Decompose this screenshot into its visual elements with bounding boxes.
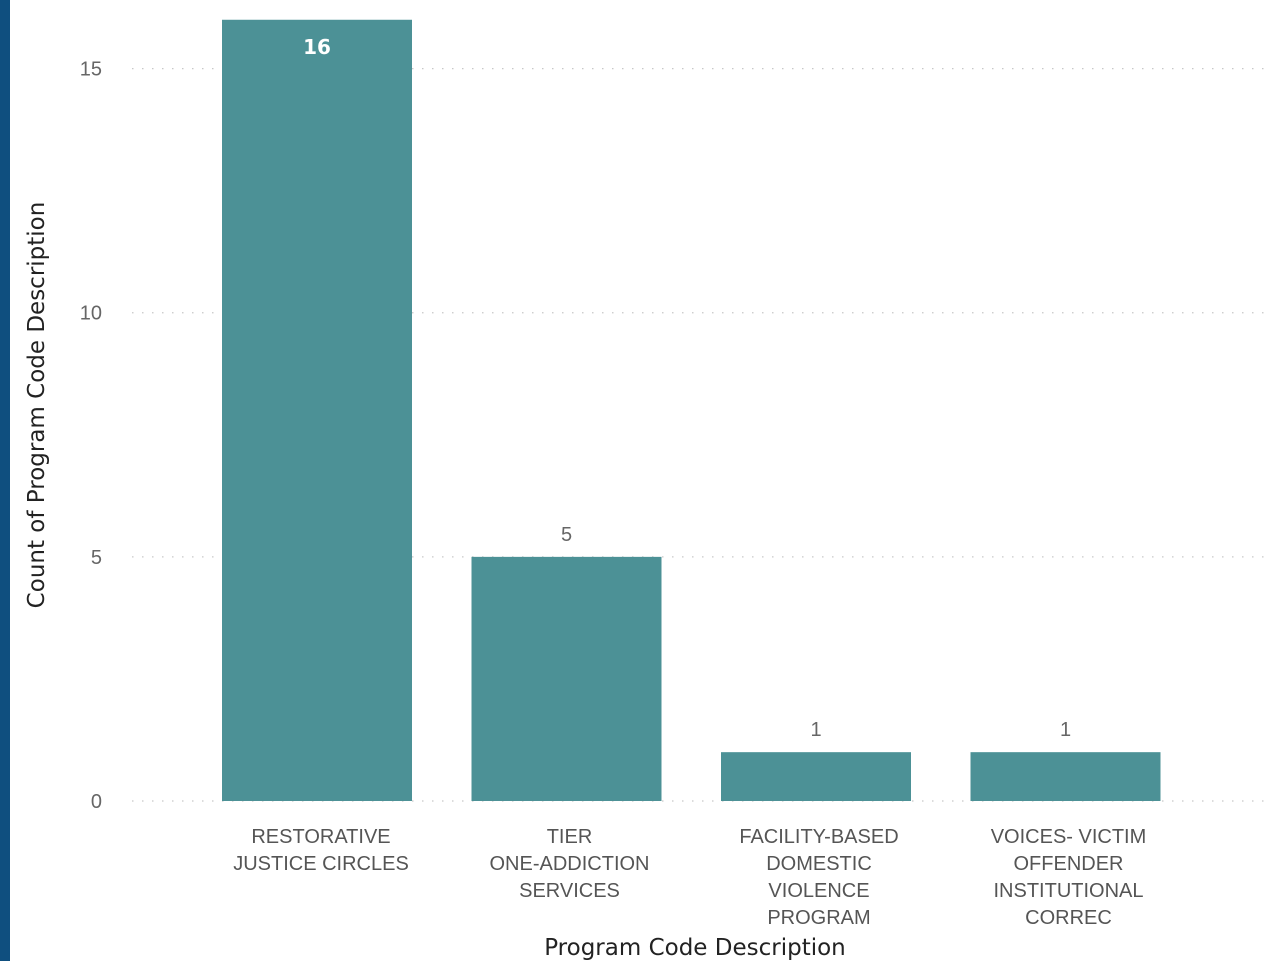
x-axis-title: Program Code Description [544, 935, 846, 961]
bars [222, 19, 1161, 801]
data-label: 1 [1060, 719, 1071, 741]
data-label: 1 [810, 719, 821, 741]
bar[interactable] [970, 752, 1161, 801]
y-tick-label: 15 [80, 59, 102, 81]
bar[interactable] [721, 752, 911, 801]
left-border-accent [0, 0, 10, 961]
y-tick-label: 5 [91, 547, 102, 569]
bar[interactable] [222, 19, 412, 801]
x-axis-categories: RESTORATIVE JUSTICE CIRCLES TIER ONE-ADDICT… [233, 826, 1146, 929]
y-tick-label: 0 [91, 791, 102, 813]
x-category-label: RESTORATIVE JUSTICE CIRCLES [233, 826, 409, 875]
y-axis-ticks: 0 5 10 15 [80, 59, 102, 813]
x-category-label: FACILITY-BASED DOMESTIC VIOLENCE PROGRAM [739, 826, 898, 929]
y-axis-title: Count of Program Code Description [24, 202, 50, 609]
data-labels: 16 5 1 1 [303, 35, 1071, 741]
y-tick-label: 10 [80, 303, 102, 325]
data-label: 16 [303, 35, 331, 59]
bar[interactable] [471, 556, 662, 801]
x-category-label: VOICES- VICTIM OFFENDER INSTITUTIONAL CORRE… [991, 826, 1147, 929]
data-label: 5 [561, 524, 572, 546]
x-category-label: TIER ONE-ADDICTION SERVICES [490, 826, 650, 902]
